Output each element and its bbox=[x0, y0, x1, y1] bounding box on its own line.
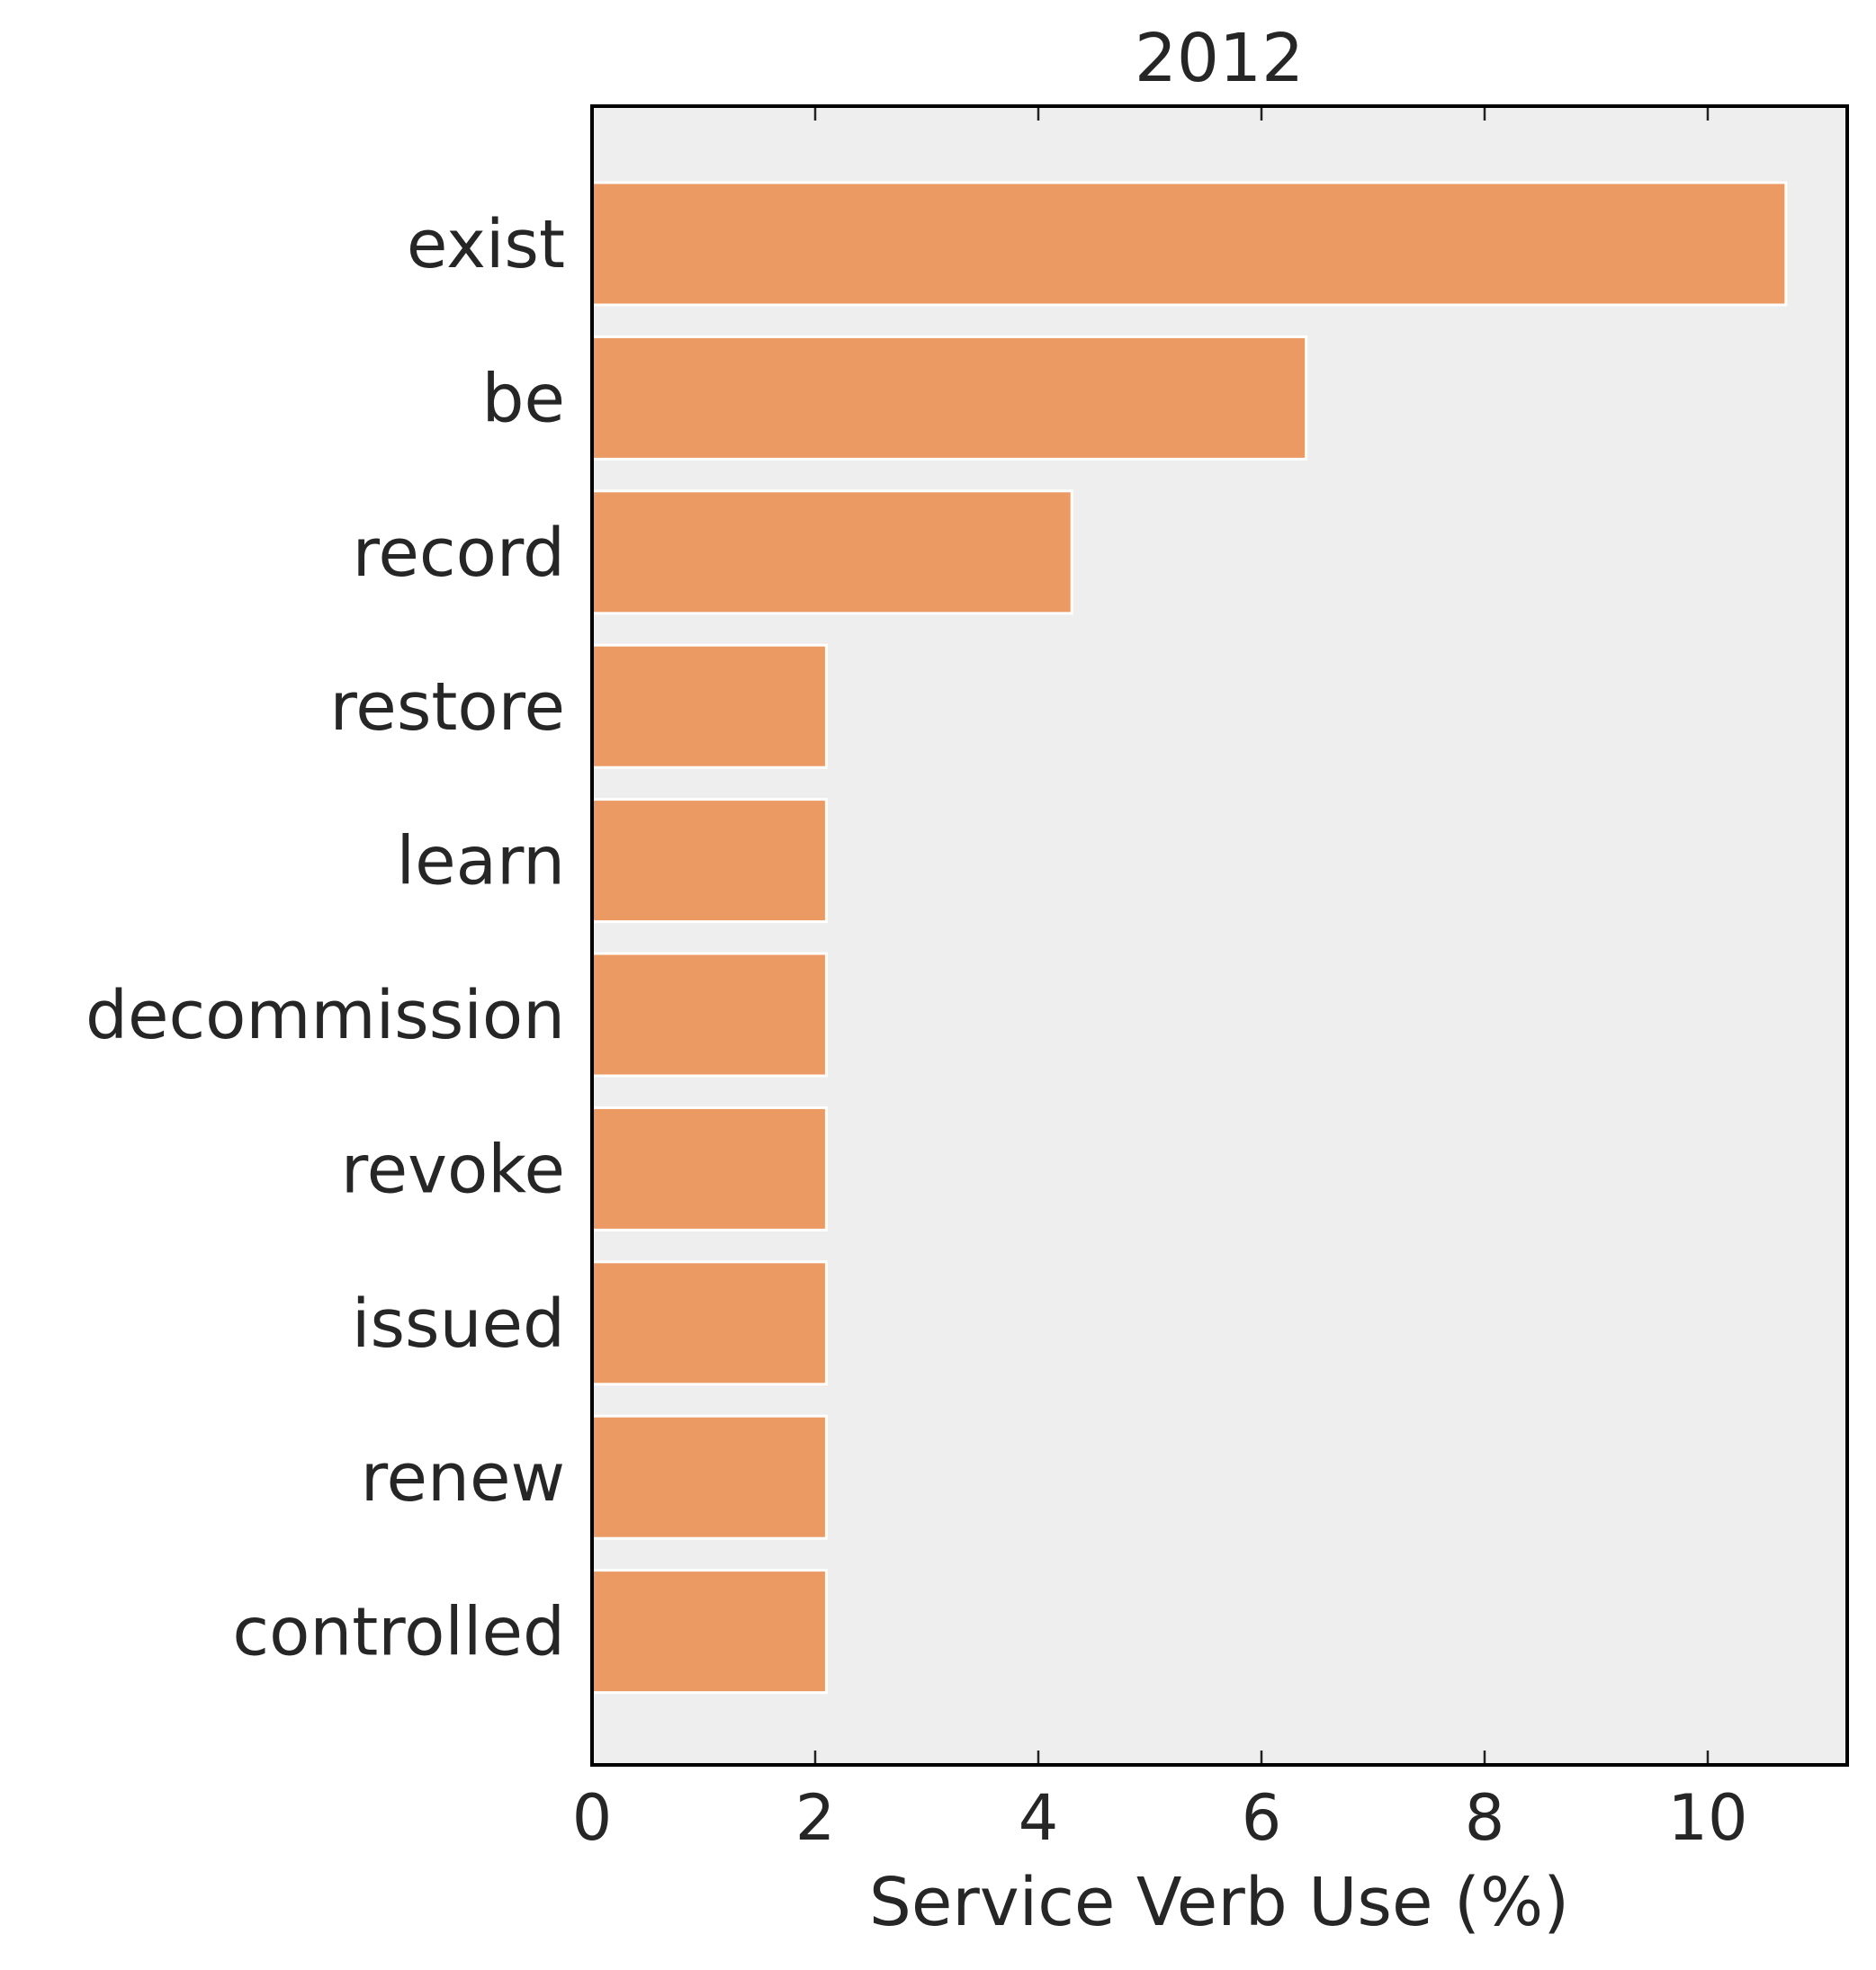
x-tick-label-0: 0 bbox=[572, 1781, 613, 1855]
category-label-exist: exist bbox=[407, 206, 565, 283]
bar-decommission bbox=[590, 952, 828, 1078]
chart-title: 2012 bbox=[1135, 20, 1304, 97]
x-tick-label-10: 10 bbox=[1667, 1781, 1747, 1855]
bar-exist bbox=[590, 181, 1788, 307]
bars-group bbox=[590, 181, 1788, 1695]
bar-controlled bbox=[590, 1569, 828, 1695]
x-tick-label-6: 6 bbox=[1242, 1781, 1282, 1855]
x-tick-label-8: 8 bbox=[1465, 1781, 1505, 1855]
bar-record bbox=[590, 489, 1073, 615]
plot-frame bbox=[590, 104, 1849, 1767]
bar-learn bbox=[590, 798, 828, 924]
category-label-learn: learn bbox=[397, 823, 565, 900]
category-label-controlled: controlled bbox=[232, 1594, 565, 1671]
x-axis-ticks: 0 2 4 6 8 10 bbox=[572, 106, 1748, 1855]
x-axis-title: Service Verb Use (%) bbox=[869, 1864, 1569, 1941]
bar-revoke bbox=[590, 1106, 828, 1231]
bar-issued bbox=[590, 1260, 828, 1386]
x-tick-label-4: 4 bbox=[1019, 1781, 1059, 1855]
category-labels: exist be record restore learn decommission rev… bbox=[85, 206, 565, 1671]
category-label-decommission: decommission bbox=[85, 977, 565, 1054]
category-label-revoke: revoke bbox=[341, 1131, 565, 1208]
category-label-be: be bbox=[482, 360, 566, 437]
category-label-renew: renew bbox=[361, 1439, 565, 1517]
bar-restore bbox=[590, 643, 828, 769]
category-label-restore: restore bbox=[330, 668, 566, 746]
category-label-issued: issued bbox=[352, 1285, 565, 1363]
bar-renew bbox=[590, 1414, 828, 1540]
category-label-record: record bbox=[353, 515, 565, 592]
x-tick-label-2: 2 bbox=[795, 1781, 836, 1855]
bar-be bbox=[590, 335, 1308, 461]
